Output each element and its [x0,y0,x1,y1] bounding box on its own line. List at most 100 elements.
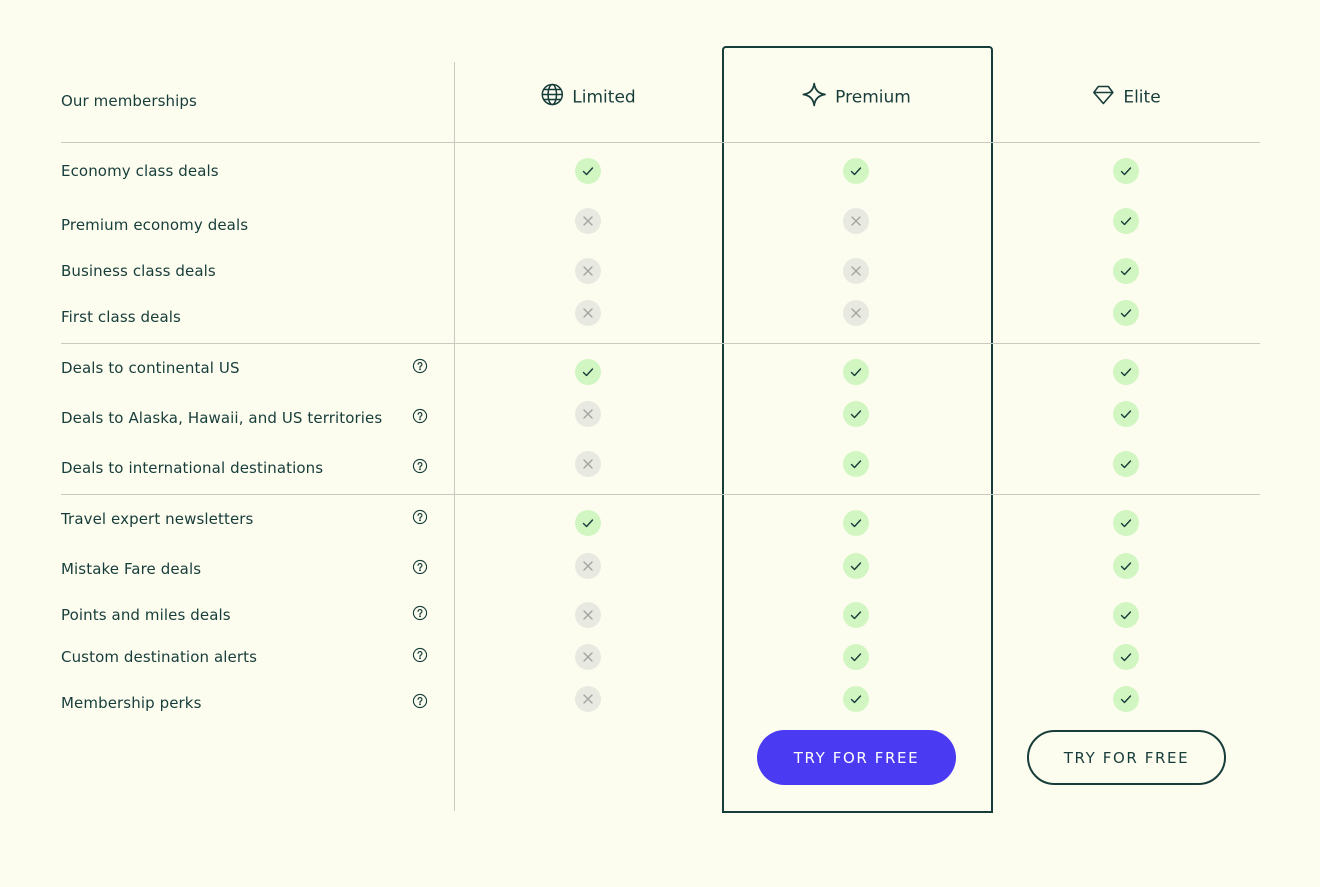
icon-part [802,82,826,107]
icon-part [575,553,601,579]
group-divider [61,494,1260,495]
feature-label: First class deals [61,308,181,326]
icon-part [412,358,428,374]
feature-label: Business class deals [61,262,216,280]
icon-part [575,510,601,536]
plan-header: Limited [540,83,636,112]
help-icon[interactable] [412,647,428,663]
icon-part [843,686,869,712]
feature-label: Premium economy deals [61,216,249,234]
icon-part [1113,553,1139,579]
try-button[interactable]: TRY FOR FREE [1027,730,1226,785]
feature-label: Economy class deals [61,162,219,180]
icon-part [1120,611,1132,620]
icon-part [1113,401,1139,427]
icon-part [583,266,593,276]
icon-part [1113,510,1139,536]
icon-part [412,693,428,709]
feature-label: Membership perks [61,694,202,712]
cross-icon [575,602,601,628]
icon-part [575,158,601,184]
icon-part [419,703,421,706]
icon-part [1120,217,1132,226]
group-divider [61,343,1260,344]
icon-part [412,408,428,424]
check-icon [575,359,601,385]
help-icon[interactable] [412,408,428,424]
icon-part [1113,258,1139,284]
icon-part [802,82,826,107]
icon-part [417,697,423,704]
icon-part [851,266,861,276]
icon-part [1113,300,1139,326]
icon-part [417,462,423,469]
check-icon [1113,359,1139,385]
icon-part [412,693,428,709]
icon-part [843,686,869,712]
check-icon [1113,553,1139,579]
icon-part [1120,167,1132,176]
icon-part [1113,359,1139,385]
icon-part [575,510,601,536]
icon-part [419,418,421,421]
icon-part [412,458,428,474]
icon-part [843,644,869,670]
icon-part [843,208,869,234]
icon-part [575,602,601,628]
icon-part [417,362,423,369]
icon-part [850,368,862,377]
check-icon [575,158,601,184]
check-icon [1113,258,1139,284]
icon-part [850,410,862,419]
icon-part [417,609,423,616]
plan-icon [1091,83,1115,112]
icon-part [850,695,862,704]
check-icon [1113,686,1139,712]
icon-part [843,401,869,427]
help-icon[interactable] [412,509,428,525]
help-icon[interactable] [412,693,428,709]
icon-part [851,216,861,226]
icon-part [843,553,869,579]
icon-part [843,158,869,184]
icon-part [419,615,421,618]
check-icon [843,602,869,628]
help-icon[interactable] [412,559,428,575]
plan-icon [801,82,827,113]
icon-part [1093,85,1114,105]
icon-part [417,412,423,419]
cross-icon [575,644,601,670]
check-icon [1113,300,1139,326]
icon-part [1113,644,1139,670]
icon-part [583,561,593,571]
icon-part [843,510,869,536]
check-icon [843,510,869,536]
icon-part [1120,267,1132,276]
icon-part [417,513,423,520]
icon-part [412,605,428,621]
icon-part [583,459,593,469]
featured-plan-outline [722,46,993,813]
icon-part [582,167,594,176]
header-divider [61,142,1260,143]
icon-part [575,258,601,284]
icon-part [1113,553,1139,579]
icon-part [1113,258,1139,284]
check-icon [843,553,869,579]
check-icon [1113,401,1139,427]
icon-part [850,167,862,176]
try-button[interactable]: TRY FOR FREE [757,730,956,785]
icon-part [575,686,601,712]
check-icon [843,359,869,385]
icon-part [412,358,428,374]
check-icon [843,644,869,670]
icon-part [843,401,869,427]
help-icon[interactable] [412,605,428,621]
help-icon[interactable] [412,358,428,374]
feature-label: Travel expert newsletters [61,510,254,528]
icon-part [843,602,869,628]
help-icon[interactable] [412,458,428,474]
